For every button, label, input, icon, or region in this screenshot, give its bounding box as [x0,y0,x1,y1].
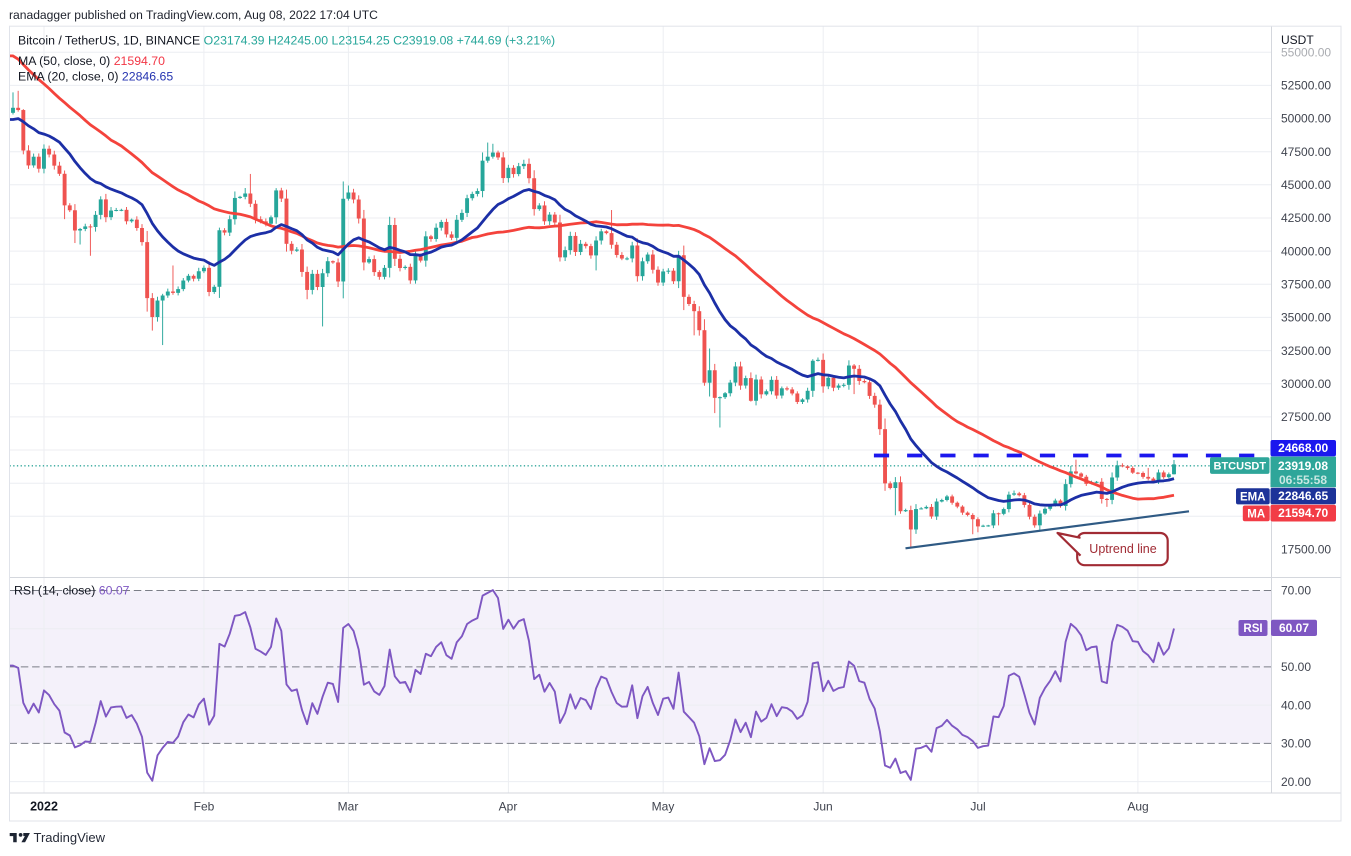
svg-text:EMA: EMA [1240,491,1266,503]
svg-text:Apr: Apr [499,800,518,814]
svg-text:20.00: 20.00 [1281,775,1311,789]
svg-text:35000.00: 35000.00 [1281,311,1331,325]
svg-text:40.00: 40.00 [1281,698,1311,712]
svg-text:ranadagger published on Tradin: ranadagger published on TradingView.com,… [9,8,378,22]
svg-text:BTCUSDT: BTCUSDT [1214,461,1267,473]
svg-text:Uptrend line: Uptrend line [1089,542,1156,556]
svg-text:MA (50, close, 0) 21594.70: MA (50, close, 0) 21594.70 [18,54,165,68]
svg-text:06:55:58: 06:55:58 [1279,473,1327,487]
svg-text:USDT: USDT [1281,33,1314,47]
svg-text:Mar: Mar [338,800,359,814]
svg-text:2022: 2022 [30,800,58,814]
svg-text:52500.00: 52500.00 [1281,79,1331,93]
svg-text:30000.00: 30000.00 [1281,377,1331,391]
svg-text:70.00: 70.00 [1281,584,1311,598]
svg-text:MA: MA [1247,508,1265,520]
svg-text:Bitcoin / TetherUS, 1D, BINANC: Bitcoin / TetherUS, 1D, BINANCE O23174.3… [18,34,555,48]
svg-text:45000.00: 45000.00 [1281,178,1331,192]
svg-text:Jul: Jul [970,800,985,814]
svg-text:22846.65: 22846.65 [1278,489,1328,503]
svg-text:RSI (14, close) 60.07: RSI (14, close) 60.07 [14,584,130,598]
svg-text:May: May [652,800,675,814]
svg-text:30.00: 30.00 [1281,737,1311,751]
svg-text:50.00: 50.00 [1281,660,1311,674]
svg-text:24668.00: 24668.00 [1278,441,1328,455]
svg-text:60.07: 60.07 [1279,621,1309,635]
svg-text:42500.00: 42500.00 [1281,211,1331,225]
svg-text:TradingView: TradingView [34,830,106,845]
svg-text:37500.00: 37500.00 [1281,278,1331,292]
svg-text:EMA (20, close, 0) 22846.65: EMA (20, close, 0) 22846.65 [18,70,173,84]
svg-text:40000.00: 40000.00 [1281,244,1331,258]
svg-text:Jun: Jun [813,800,832,814]
svg-text:23919.08: 23919.08 [1278,459,1328,473]
svg-text:50000.00: 50000.00 [1281,112,1331,126]
svg-text:32500.00: 32500.00 [1281,344,1331,358]
svg-text:55000.00: 55000.00 [1281,45,1331,59]
svg-text:47500.00: 47500.00 [1281,145,1331,159]
svg-text:21594.70: 21594.70 [1278,506,1328,520]
svg-text:27500.00: 27500.00 [1281,410,1331,424]
svg-text:RSI: RSI [1243,623,1262,635]
svg-text:17500.00: 17500.00 [1281,543,1331,557]
svg-text:Feb: Feb [194,800,215,814]
svg-text:Aug: Aug [1127,800,1148,814]
